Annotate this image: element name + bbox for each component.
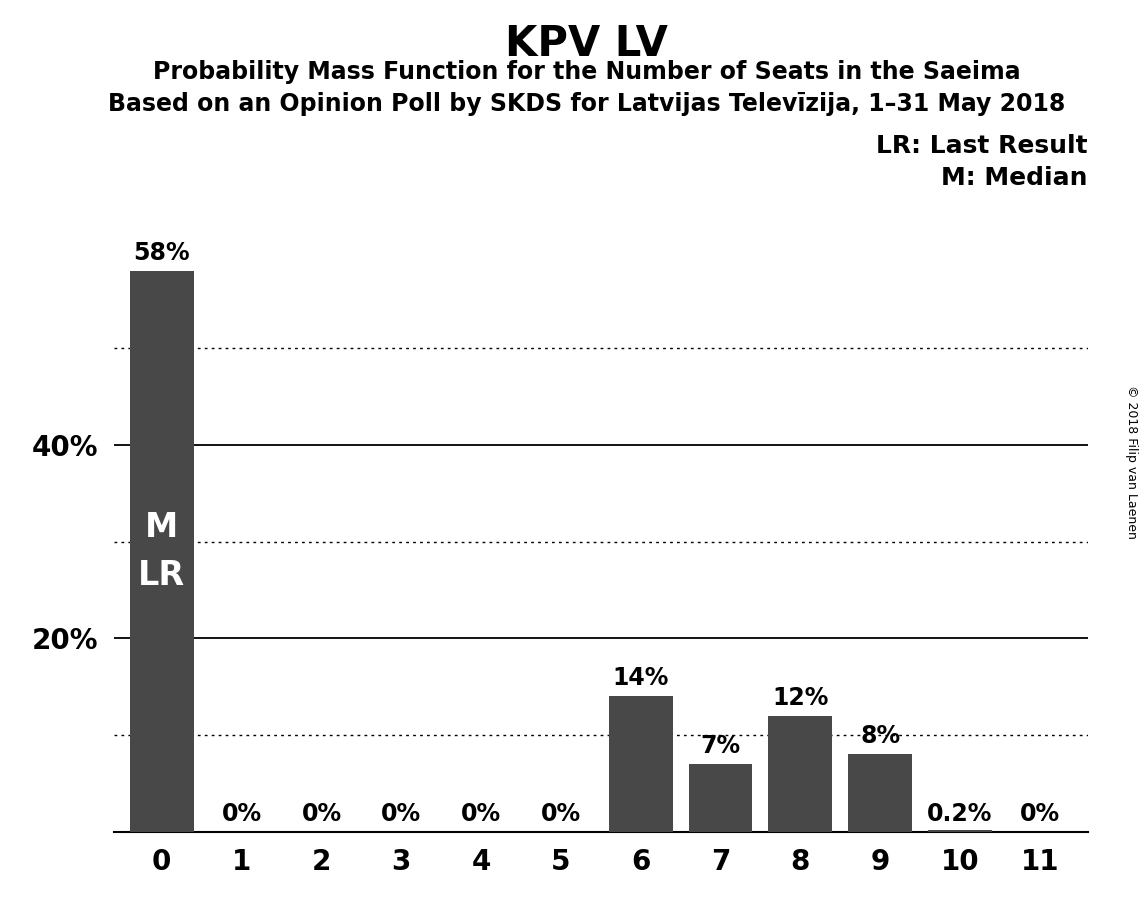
Text: KPV LV: KPV LV (506, 23, 667, 65)
Text: Probability Mass Function for the Number of Seats in the Saeima: Probability Mass Function for the Number… (153, 60, 1021, 84)
Bar (609, 697, 673, 832)
Text: 0%: 0% (302, 802, 342, 826)
Text: © 2018 Filip van Laenen: © 2018 Filip van Laenen (1124, 385, 1138, 539)
Text: LR: LR (138, 559, 186, 592)
Bar (849, 754, 912, 832)
Text: LR: Last Result: LR: Last Result (876, 134, 1088, 158)
Text: 0%: 0% (1019, 802, 1060, 826)
Text: 0%: 0% (461, 802, 501, 826)
Text: 12%: 12% (772, 686, 828, 710)
Bar (769, 715, 833, 832)
Text: 14%: 14% (613, 666, 669, 690)
Bar (928, 830, 992, 832)
Text: 0%: 0% (222, 802, 262, 826)
Text: M: Median: M: Median (941, 166, 1088, 190)
Text: 0.2%: 0.2% (927, 802, 993, 826)
Text: M: M (145, 511, 179, 543)
Text: 8%: 8% (860, 724, 900, 748)
Text: 7%: 7% (700, 735, 740, 758)
Text: Based on an Opinion Poll by SKDS for Latvijas Televīzija, 1–31 May 2018: Based on an Opinion Poll by SKDS for Lat… (108, 92, 1065, 116)
Bar (689, 764, 753, 832)
Bar (130, 271, 194, 832)
Text: 58%: 58% (133, 241, 190, 265)
Text: 0%: 0% (382, 802, 421, 826)
Text: 0%: 0% (541, 802, 581, 826)
